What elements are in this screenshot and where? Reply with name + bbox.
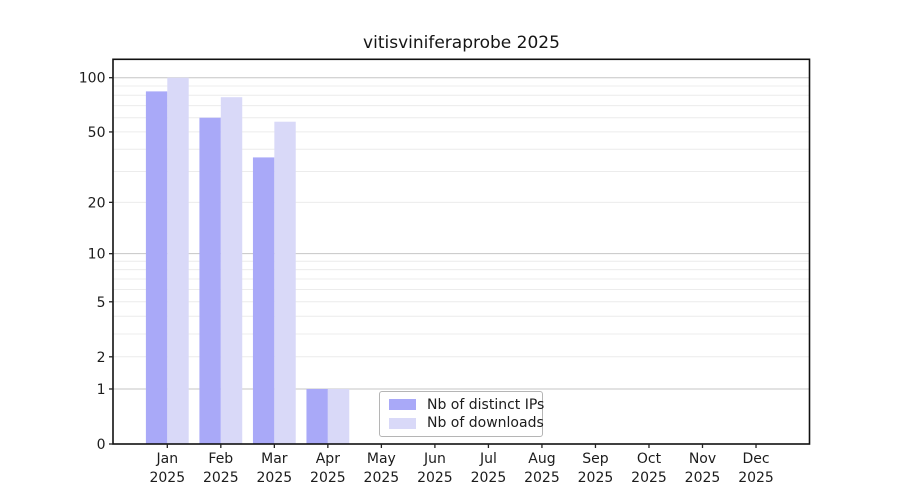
x-tick-label-year: 2025 [524, 470, 560, 486]
y-tick-label: 2 [97, 350, 106, 366]
bar-distinct-ips-jan [145, 91, 168, 445]
bar-downloads-apr [327, 388, 350, 444]
y-tick-label: 100 [79, 71, 106, 87]
y-tick-label: 20 [88, 195, 106, 211]
y-tick-label: 10 [88, 247, 106, 263]
x-tick-label-year: 2025 [578, 470, 614, 486]
bar-distinct-ips-feb [199, 117, 221, 444]
x-tick-label-month: Apr [316, 451, 340, 467]
x-tick-label-month: Sep [582, 451, 609, 467]
legend-label-distinct-ips: Nb of distinct IPs [427, 396, 545, 413]
y-tick-label: 1 [97, 382, 106, 398]
x-tick-label-year: 2025 [471, 470, 507, 486]
x-tick-label-month: Jun [423, 451, 446, 467]
x-tick-label-month: Feb [208, 451, 233, 467]
x-tick-label-month: Jan [156, 451, 179, 467]
x-tick-label-month: Oct [637, 451, 662, 467]
x-tick-label-month: May [367, 451, 396, 467]
x-tick-label-year: 2025 [257, 470, 293, 486]
legend-label-downloads: Nb of downloads [427, 415, 544, 432]
legend-swatch-downloads [389, 417, 416, 429]
x-tick-label-year: 2025 [364, 470, 400, 486]
legend-box: Nb of distinct IPs Nb of downloads [379, 391, 544, 437]
x-tick-label-month: Dec [742, 451, 769, 467]
x-tick-label-year: 2025 [738, 470, 774, 486]
legend-entry-distinct-ips: Nb of distinct IPs [389, 397, 544, 413]
x-tick-label-year: 2025 [631, 470, 667, 486]
bar-downloads-feb [220, 97, 243, 445]
legend-swatch-distinct-ips [389, 399, 416, 411]
y-tick-label: 50 [88, 125, 106, 141]
legend-entry-downloads: Nb of downloads [389, 415, 544, 431]
x-tick-label-month: Jul [479, 451, 497, 467]
x-tick-label-month: Nov [689, 451, 716, 467]
bar-distinct-ips-apr [306, 388, 328, 444]
y-tick-label: 0 [97, 437, 106, 453]
x-tick-label-year: 2025 [149, 470, 185, 486]
chart-title: vitisviniferaprobe 2025 [363, 33, 560, 53]
bar-downloads-jan [167, 77, 189, 444]
x-tick-label-month: Mar [261, 451, 288, 467]
y-tick-label: 5 [97, 295, 106, 311]
x-tick-label-year: 2025 [685, 470, 721, 486]
x-tick-label-year: 2025 [310, 470, 346, 486]
x-tick-label-month: Aug [528, 451, 555, 467]
bar-distinct-ips-mar [252, 157, 275, 444]
x-tick-label-year: 2025 [417, 470, 453, 486]
x-tick-label-year: 2025 [203, 470, 239, 486]
plot-frame [112, 58, 811, 445]
bar-downloads-mar [274, 121, 296, 445]
